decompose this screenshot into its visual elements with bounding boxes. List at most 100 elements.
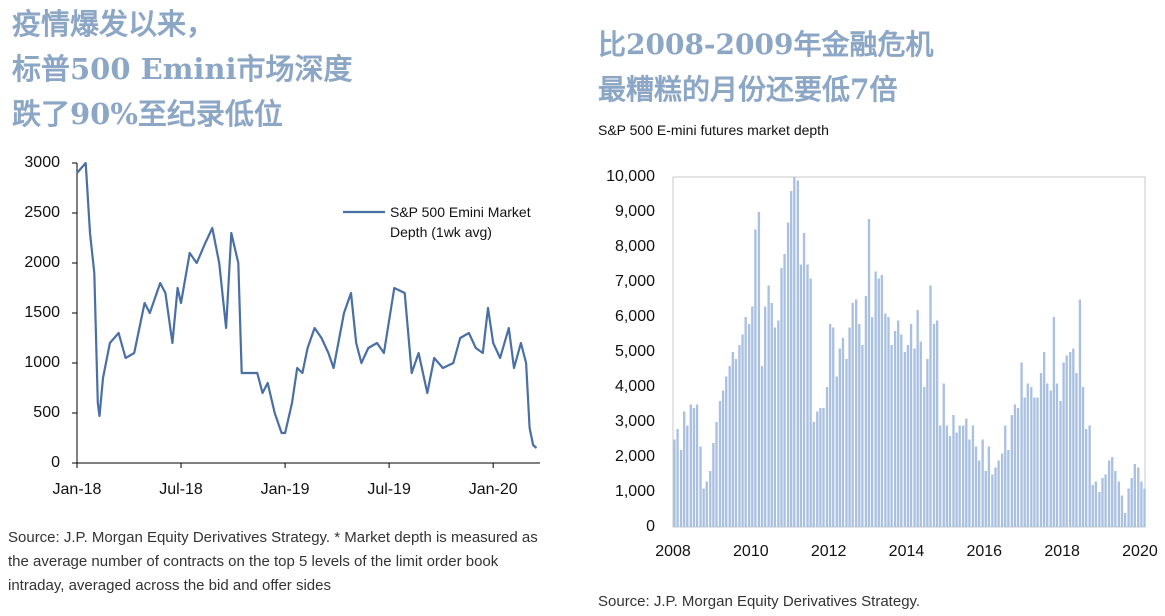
legend-label: S&P 500 Emini Market Depth (1wk avg) (390, 204, 531, 240)
bar (1101, 478, 1104, 527)
bar (796, 180, 799, 527)
bar (819, 408, 822, 527)
y-tick-label: 2,000 (615, 448, 655, 465)
y-tick-label: 10,000 (606, 168, 655, 185)
bar (903, 352, 906, 527)
bar (1117, 481, 1121, 527)
bar (867, 219, 871, 527)
bar (1072, 348, 1075, 527)
bar (790, 191, 793, 527)
bar (832, 327, 835, 527)
bar (1065, 355, 1068, 527)
bar (731, 352, 735, 527)
bar (1107, 460, 1111, 527)
bar (974, 446, 978, 527)
y-tick-label: 1500 (24, 304, 60, 321)
bar (971, 425, 975, 527)
bar (825, 387, 829, 527)
bar (812, 422, 815, 527)
bar (1104, 474, 1107, 527)
bar (1007, 450, 1010, 527)
y-tick-label: 3000 (24, 154, 60, 171)
title-line: 跌了90%至纪录低位 (12, 97, 283, 131)
bar (884, 313, 887, 527)
bar (676, 429, 679, 527)
bar (835, 376, 838, 527)
bar (1030, 387, 1033, 527)
x-tick-label: Jan-20 (469, 481, 518, 498)
bar (1010, 415, 1013, 527)
title-line: 标普500 Emini市场深度 (12, 52, 353, 86)
x-tick-label: 2008 (655, 543, 691, 560)
bar (783, 254, 786, 527)
bar (1036, 397, 1039, 527)
bar (1020, 362, 1023, 527)
bar (816, 411, 819, 527)
bar (913, 348, 916, 527)
bar (855, 299, 858, 527)
bar (877, 278, 880, 527)
bar (909, 324, 913, 527)
title-line: 最糟糕的月份还要低7倍 (598, 73, 898, 106)
x-tick-label: 2020 (1122, 543, 1158, 560)
bar (880, 275, 884, 527)
bar (692, 408, 696, 527)
bar (1137, 467, 1140, 527)
bar (923, 387, 926, 527)
bar (1078, 299, 1082, 527)
bar (1004, 425, 1007, 527)
bar (728, 366, 731, 527)
bar (1013, 404, 1017, 527)
bar (1039, 373, 1043, 527)
bar (981, 439, 984, 527)
chart-title: 疫情爆发以来， 标普500 Emini市场深度 跌了90%至纪录低位 (12, 2, 353, 137)
bar (1046, 383, 1049, 527)
bar (683, 411, 686, 527)
bar (1000, 453, 1004, 527)
bar (741, 334, 744, 527)
bar (900, 334, 903, 527)
bar (786, 222, 790, 527)
bar (861, 345, 864, 527)
bar (870, 317, 874, 527)
x-tick-label: 2014 (889, 543, 925, 560)
bar (751, 306, 754, 527)
bar (686, 425, 689, 527)
bar (1016, 408, 1020, 527)
title-line: 疫情爆发以来， (12, 7, 216, 41)
source-note: Source: J.P. Morgan Equity Derivatives S… (8, 529, 538, 594)
bar (780, 268, 783, 527)
bar (994, 467, 997, 527)
bar (763, 306, 767, 527)
bar (965, 418, 968, 527)
bar (799, 264, 803, 527)
bar (932, 324, 936, 527)
bar (897, 320, 900, 527)
bar (695, 404, 699, 527)
bar (929, 285, 932, 527)
y-tick-label: 8,000 (615, 238, 655, 255)
bar (984, 471, 987, 527)
bar (828, 324, 832, 527)
bar (822, 408, 825, 527)
bar (890, 345, 893, 527)
x-tick-label: Jul-19 (367, 481, 411, 498)
y-tick-label: 0 (646, 518, 655, 535)
y-tick-label: 4,000 (615, 378, 655, 395)
bar (1120, 495, 1124, 527)
bar (793, 177, 796, 527)
bar (1059, 401, 1062, 527)
bar (977, 460, 981, 527)
bar (760, 366, 764, 527)
y-tick-label: 2500 (24, 204, 60, 221)
bar (1026, 383, 1029, 527)
bar (699, 446, 702, 527)
bar (689, 404, 692, 527)
bar (1098, 492, 1101, 527)
chart-subtitle: S&P 500 E-mini futures market depth (598, 122, 829, 138)
bar (1049, 390, 1052, 527)
bar (709, 471, 712, 527)
bar (851, 303, 854, 527)
